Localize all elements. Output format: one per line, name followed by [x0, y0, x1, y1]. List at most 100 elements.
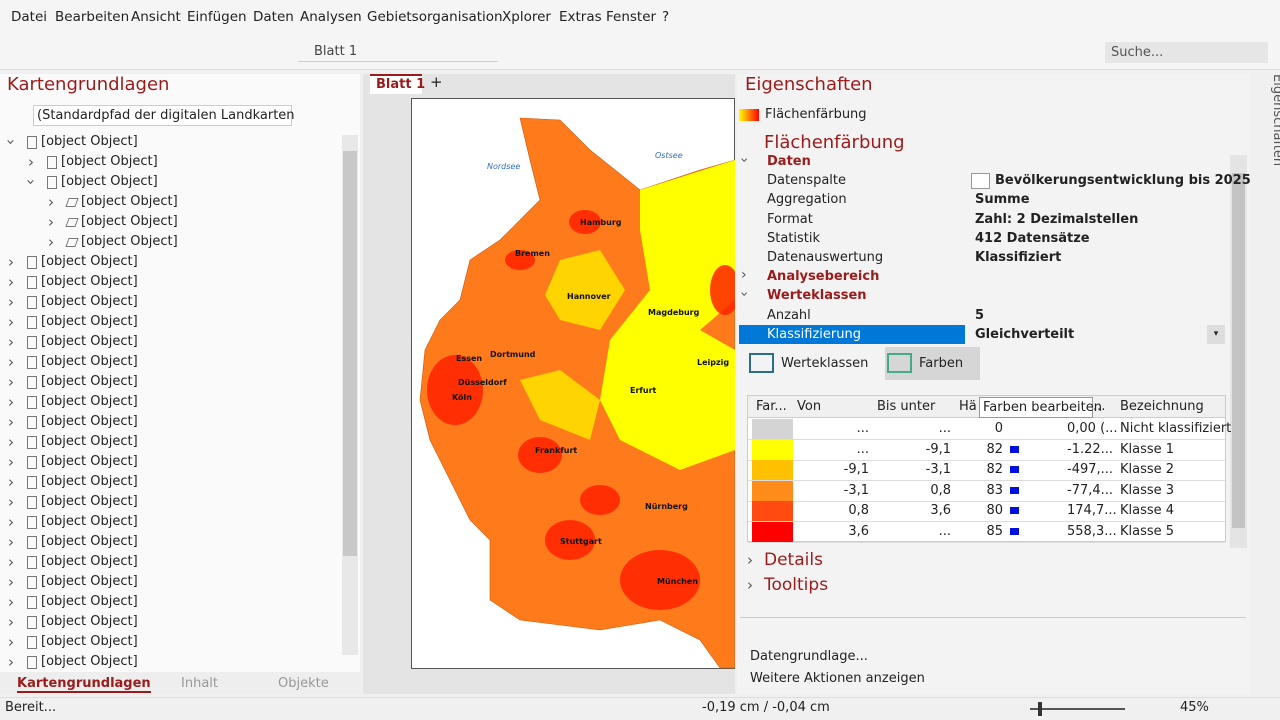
tree-item[interactable]: [object Object] — [41, 274, 138, 289]
menu-item[interactable]: Gebietsorganisation — [367, 9, 503, 25]
section-title[interactable]: Flächenfärbung — [764, 132, 905, 153]
tree-arrow[interactable]: › — [8, 413, 14, 431]
group-arrow[interactable]: › — [735, 291, 752, 298]
tree-item[interactable]: [object Object] — [41, 374, 138, 389]
sheet-selector[interactable]: Blatt 1 — [298, 42, 498, 62]
tree-arrow[interactable]: › — [48, 213, 54, 231]
table-cell[interactable]: 82 — [986, 462, 1003, 477]
group-arrow[interactable]: › — [735, 157, 752, 163]
mode-label[interactable]: Flächenfärbung — [765, 107, 867, 122]
property-label[interactable]: Datenspalte — [767, 173, 847, 189]
property-value[interactable]: Bevölkerungsentwicklung bis 2025 — [995, 173, 1251, 189]
table-cell[interactable]: -3,1 — [843, 482, 869, 498]
tree-item[interactable]: [object Object] — [41, 474, 138, 489]
tree-item[interactable]: [object Object] — [41, 514, 138, 529]
table-cell[interactable]: 0,8 — [848, 503, 869, 518]
menu-item[interactable]: Ansicht — [131, 9, 181, 25]
tree-arrow[interactable]: › — [8, 493, 14, 511]
table-cell[interactable]: Klasse 2 — [1120, 462, 1175, 477]
table-cell[interactable]: 85 — [986, 523, 1003, 539]
property-label[interactable]: Datenauswertung — [767, 250, 884, 265]
tree-arrow[interactable]: › — [8, 613, 14, 631]
table-cell[interactable]: -3,1 — [925, 462, 951, 477]
table-cell[interactable]: -9,1 — [843, 462, 869, 477]
tree-item[interactable]: [object Object] — [41, 654, 138, 669]
menu-item[interactable]: Datei — [11, 9, 48, 25]
menu-item[interactable]: Extras — [559, 9, 602, 25]
table-cell[interactable]: 83 — [986, 482, 1003, 498]
tree-arrow[interactable]: › — [8, 553, 14, 571]
table-cell[interactable]: ... — [856, 441, 869, 457]
tree-item[interactable]: [object Object] — [81, 214, 178, 229]
tree-arrow[interactable]: › — [8, 253, 14, 271]
tree-arrow[interactable]: › — [8, 593, 14, 611]
property-label[interactable]: Anzahl — [767, 307, 811, 323]
zoom-slider[interactable] — [1030, 702, 1125, 716]
tree-item[interactable]: [object Object] — [41, 614, 138, 629]
table-cell[interactable]: Nicht klassifiziert — [1120, 421, 1232, 436]
tree-item[interactable]: [object Object] — [41, 254, 138, 269]
menu-item[interactable]: Fenster — [606, 9, 657, 25]
link[interactable]: Weitere Aktionen anzeigen — [750, 671, 925, 686]
tree-item[interactable]: [object Object] — [61, 154, 158, 169]
group-arrow[interactable]: › — [741, 267, 747, 284]
column-header[interactable]: ... — [1093, 399, 1106, 414]
tree-arrow[interactable]: › — [8, 513, 14, 531]
color-swatch[interactable] — [752, 439, 793, 460]
color-swatch[interactable] — [752, 460, 793, 480]
tree-arrow[interactable]: › — [8, 633, 14, 651]
menu-item[interactable]: ? — [662, 9, 670, 25]
button[interactable]: Werteklassen — [781, 356, 869, 371]
property-label[interactable]: Format — [767, 211, 813, 227]
tree-item[interactable]: [object Object] — [41, 314, 138, 329]
tree-arrow[interactable]: › — [48, 193, 54, 211]
table-cell[interactable]: ... — [938, 421, 951, 436]
search-box[interactable]: Suche... — [1105, 42, 1268, 63]
menu-item[interactable]: Daten — [253, 9, 294, 25]
tree-arrow[interactable]: › — [8, 313, 14, 331]
tree-item[interactable]: [object Object] — [41, 414, 138, 429]
tree-item[interactable]: [object Object] — [41, 434, 138, 449]
property-value[interactable]: 5 — [975, 307, 985, 323]
tree-arrow[interactable]: › — [8, 273, 14, 291]
table-cell[interactable]: 0 — [994, 421, 1003, 436]
table-cell[interactable]: -77,4... — [1067, 482, 1114, 498]
table-cell[interactable]: ... — [938, 523, 951, 539]
menu-item[interactable]: Analysen — [300, 9, 362, 25]
column-header[interactable]: Von — [797, 399, 822, 414]
document-tab[interactable]: Blatt 1 — [370, 74, 425, 94]
tree-arrow[interactable]: › — [8, 533, 14, 551]
tree-arrow[interactable]: › — [28, 153, 34, 171]
tree-arrow[interactable]: › — [8, 433, 14, 451]
menu-item[interactable]: Einfügen — [187, 9, 247, 25]
table-cell[interactable]: Klasse 5 — [1120, 523, 1175, 539]
table-cell[interactable]: Klasse 3 — [1120, 482, 1175, 498]
tree-item[interactable]: [object Object] — [41, 634, 138, 649]
table-cell[interactable]: 82 — [986, 441, 1003, 457]
property-label[interactable]: Klassifizierung — [767, 326, 861, 342]
tree-arrow[interactable]: › — [22, 179, 40, 185]
tree-item[interactable]: [object Object] — [81, 194, 178, 209]
table-cell[interactable]: 80 — [986, 503, 1003, 518]
add-tab[interactable]: + — [430, 73, 443, 91]
tree-item[interactable]: [object Object] — [41, 294, 138, 309]
color-swatch[interactable] — [752, 501, 793, 521]
menu-item[interactable]: Xplorer — [502, 9, 551, 25]
tree-item[interactable]: [object Object] — [41, 534, 138, 549]
group-header[interactable]: Daten — [767, 154, 811, 169]
section-arrow[interactable]: › — [747, 551, 753, 569]
property-label[interactable]: Aggregation — [767, 192, 847, 208]
tree-arrow[interactable]: › — [8, 333, 14, 351]
tree-item[interactable]: [object Object] — [41, 394, 138, 409]
table-cell[interactable]: 558,3... — [1067, 523, 1117, 539]
section-title[interactable]: Tooltips — [764, 575, 829, 595]
menu-item[interactable]: Bearbeiten — [55, 9, 130, 25]
property-value[interactable]: Zahl: 2 Dezimalstellen — [975, 211, 1139, 227]
tree-item[interactable]: [object Object] — [41, 594, 138, 609]
property-value[interactable]: 412 Datensätze — [975, 230, 1090, 246]
property-value[interactable]: Summe — [975, 192, 1030, 208]
tree-arrow[interactable]: › — [8, 653, 14, 671]
tree-arrow[interactable]: › — [8, 293, 14, 311]
table-cell[interactable]: Klasse 1 — [1120, 441, 1175, 457]
table-cell[interactable]: -1.22... — [1067, 441, 1114, 457]
